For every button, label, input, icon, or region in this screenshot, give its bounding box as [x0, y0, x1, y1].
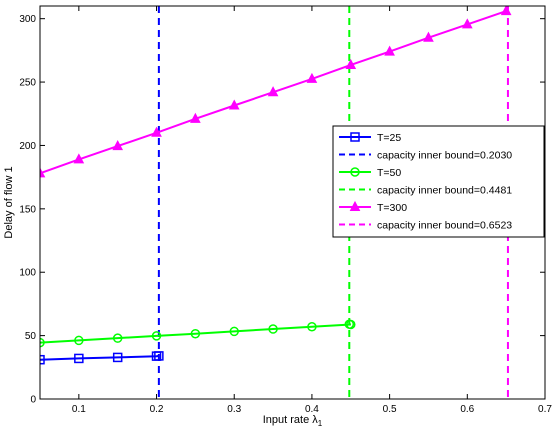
- data-point: [345, 58, 357, 69]
- data-point: [112, 333, 123, 343]
- data-point: [267, 86, 279, 97]
- data-point: [384, 45, 395, 56]
- x-tick-label: 0.5: [383, 404, 397, 415]
- data-point: [190, 112, 201, 123]
- data-point: [228, 99, 240, 110]
- x-tick-label: 0.2: [150, 404, 164, 415]
- x-tick-label: 0.3: [227, 404, 241, 415]
- data-point: [190, 328, 201, 339]
- data-point: [151, 331, 162, 341]
- legend-label: capacity inner bound=0.2030: [377, 150, 512, 162]
- y-tick-label: 200: [19, 141, 36, 152]
- x-tick-label: 0.4: [305, 404, 319, 415]
- legend-marker: [350, 132, 360, 142]
- data-point: [500, 6, 512, 16]
- legend-marker: [349, 200, 361, 211]
- legend-label: T=300: [377, 202, 407, 214]
- data-point: [40, 337, 45, 348]
- data-point: [229, 326, 239, 337]
- x-axis-label: Input rate λ1: [263, 414, 323, 428]
- data-point: [112, 352, 123, 363]
- data-point: [268, 324, 278, 334]
- x-tick-label: 0.1: [72, 404, 86, 415]
- data-point: [307, 321, 317, 332]
- x-tick-label: 0.7: [538, 404, 552, 415]
- data-point: [461, 18, 473, 29]
- axes-box: [39, 5, 546, 400]
- data-point: [306, 72, 318, 83]
- axes: 0.1 0.2 0.3 0.4 0.5 0.6 0.7 0 50 100 150 200 250 300: [19, 5, 552, 415]
- data-point: [151, 126, 162, 137]
- y-axis-label: Delay of flow 1: [3, 166, 15, 238]
- series-line-2: [40, 323, 351, 344]
- y-tick-label: 250: [19, 78, 36, 89]
- series-line-0: [40, 354, 160, 361]
- legend-label: capacity inner bound=0.6523: [377, 220, 512, 232]
- data-point: [73, 153, 85, 164]
- x-tick-label: 0.6: [460, 404, 474, 415]
- y-tick-label: 100: [19, 268, 36, 279]
- data-point: [74, 353, 84, 364]
- legend-label: T=25: [377, 132, 401, 144]
- legend-marker: [350, 167, 360, 177]
- data-point: [423, 31, 434, 42]
- legend-label: T=50: [377, 167, 401, 179]
- legend-box: [332, 125, 545, 238]
- y-tick-label: 150: [19, 204, 36, 215]
- y-tick-label: 300: [19, 14, 36, 25]
- data-point: [74, 335, 84, 346]
- y-tick-label: 50: [25, 331, 37, 342]
- legend-label: capacity inner bound=0.4481: [377, 185, 512, 197]
- data-point: [112, 140, 124, 151]
- y-tick-label: 0: [30, 395, 36, 406]
- data-point: [40, 354, 45, 365]
- legend: T=25 capacity inner bound=0.2030 T=50 capac…: [332, 125, 545, 238]
- data-point: [40, 167, 46, 178]
